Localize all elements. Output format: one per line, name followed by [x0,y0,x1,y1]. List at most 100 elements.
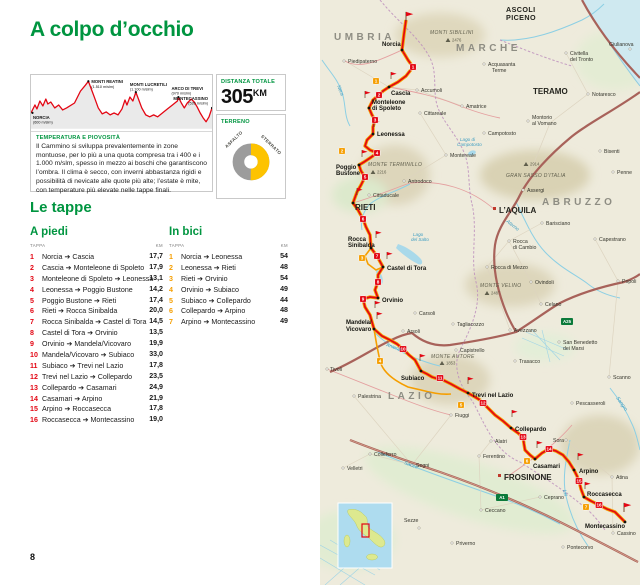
route-town-label: Subiaco [401,376,425,382]
total-distance-panel: DISTANZA TOTALE 305KM [216,74,286,111]
town-label: Amatrice [466,104,487,110]
stage-num: 6 [169,307,173,316]
route-town-label: Trevi nel Lazio [472,393,514,399]
stage-num: 8 [30,329,34,338]
town-label: Cassino [617,531,636,537]
stage-km: 48 [280,306,288,315]
stage-num: 2 [30,263,34,272]
mountain-elev: 2216 [377,170,387,175]
stage-km: 17,4 [149,295,163,304]
motorway-badge: A1 [499,495,505,500]
town-label: Fiuggi [455,413,469,419]
table-row: 5 Poggio Bustone ➔ Rieti 17,4 [30,296,163,307]
stage-route: Rieti ➔ Orvinio [181,274,228,283]
walk-marker: 1 [412,65,415,70]
town-label: Colleferro [374,452,397,458]
lake-labels: Lago del Salto Lago di Campotosto [411,137,482,242]
mountain-label: MONTE VELINO [480,283,521,289]
stage-route: Collepardo ➔ Arpino [181,307,246,316]
walk-marker: 3 [374,118,377,123]
route-town-label: Castel di Tora [387,266,427,272]
walk-marker: 2 [378,93,381,98]
stage-km: 24,9 [149,382,163,391]
stage-num: 14 [30,394,38,403]
walk-marker: 4 [376,151,379,156]
stage-route: Subiaco ➔ Trevi nel Lazio [42,361,124,370]
city-label: ASCOLI [506,5,536,14]
elevation-climate-panel: NORCIA (600 m/slm) MONTI REATINI (1.510 … [30,74,214,195]
route-town-label: Cascia [391,91,411,97]
town-label: Palestrina [358,394,381,400]
walk-marker: 5 [364,175,367,180]
town-label: Velletri [347,466,363,472]
mountain-elev: 2914 [530,162,540,167]
town-label: Notaresco [592,92,616,98]
donut-left-label: ASFALTO [224,130,244,149]
terrain-label: TERRENO [221,119,250,125]
walk-marker: 15 [576,479,582,484]
stage-route: Norcia ➔ Leonessa [181,253,243,261]
stage-km: 13,1 [149,273,163,282]
stage-num: 1 [30,253,34,261]
stage-route: Cascia ➔ Monteleone di Spoleto [42,263,145,272]
stage-route: Arpino ➔ Roccasecca [42,405,112,414]
mountain-label: MONTE TERMINILLO [368,162,422,168]
bike-marker: 3 [361,256,364,261]
bike-marker: 7 [585,505,588,510]
river-label: Liri [561,489,568,498]
stage-num: 12 [30,372,38,381]
route-town-label: Rocca [348,237,367,243]
stage-num: 11 [30,361,38,370]
walk-marker: 8 [377,280,380,285]
town-label: Sora [553,438,564,444]
mountain-label: GRAN SASSO D’ITALIA [506,173,566,179]
region-labels: UMBRIA MARCHE ABRUZZO LAZIO [334,32,615,402]
walk-marker: 14 [546,447,552,452]
town-labels: Piedipaterno Accumoli Cittareale Amatric… [330,42,636,551]
stage-km: 17,8 [149,404,163,413]
route-town-label: di Spoleto [372,106,401,112]
walk-marker: 6 [362,217,365,222]
route-town-label: Roccasecca [587,492,622,498]
table-row: 3 Rieti ➔ Orvinio 54 [169,274,288,285]
route-town-label: Norcia [382,42,401,48]
town-label: Capistrello [460,348,485,354]
town-label: Segni [416,463,429,469]
peak-icon [484,291,490,295]
table-row: 3 Monteleone di Spoleto ➔ Leonessa 13,1 [30,274,163,285]
route-town-label: Poggio [336,165,357,171]
stage-km: 17,7 [149,252,163,260]
bike-marker: 1 [375,79,378,84]
town-label: Montorio [532,115,552,121]
profile-label: MONTI LUCRETILI [130,82,167,87]
stage-num: 3 [169,274,173,283]
table-row: 13 Collepardo ➔ Casamari 24,9 [30,383,163,394]
motorway-badges: A25 A1 [496,318,573,501]
col-stage: TAPPA [169,243,185,248]
route-town-dots [351,48,627,524]
stage-km: 17,9 [149,262,163,271]
stage-route: Poggio Bustone ➔ Rieti [42,296,117,305]
city-label: FROSINONE [504,473,552,482]
distance-value-row: 305KM [221,87,281,108]
stage-km: 54 [280,252,288,260]
town-label: Priverno [456,541,475,547]
bike-marker: 4 [379,359,382,364]
profile-elev: (1.100 m/slm) [130,88,154,92]
climate-section: TEMPERATURA E PIOVOSITÀ Il Cammino si sv… [31,132,212,195]
elevation-profile-svg: NORCIA (600 m/slm) MONTI REATINI (1.510 … [30,79,214,129]
town-label: Capestrano [599,237,626,243]
italy-shape [347,508,386,548]
lake-label: Lago [413,232,424,237]
page-title: A colpo d’occhio [30,18,194,41]
region-label: ABRUZZO [542,197,615,208]
profile-label: NORCIA [33,115,50,120]
town-label: al Vomano [532,121,557,127]
town-label: Celano [545,302,562,308]
profile-area [31,81,214,129]
table-row: 4 Leonessa ➔ Poggio Bustone 14,2 [30,285,163,296]
town-label: Cittareale [424,111,446,117]
cycling-header: TAPPA KM [169,243,288,248]
col-km: KM [280,243,288,248]
